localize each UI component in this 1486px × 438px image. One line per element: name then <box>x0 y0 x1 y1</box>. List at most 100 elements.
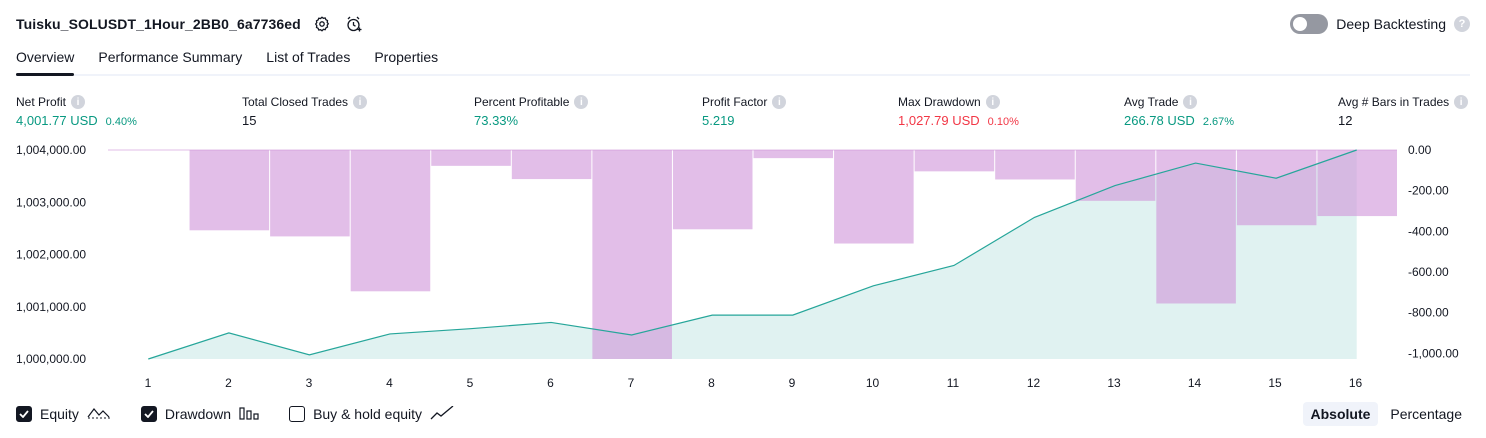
deep-backtesting-label: Deep Backtesting <box>1336 16 1446 32</box>
metric-label: Total Closed Trades <box>242 95 349 109</box>
drawdown-bar <box>511 150 592 180</box>
absolute-button[interactable]: Absolute <box>1302 402 1379 426</box>
metric-profit-factor: Profit Factor i 5.219 <box>702 94 787 129</box>
x-axis-tick: 16 <box>1349 376 1363 390</box>
metric-label: Profit Factor <box>702 95 768 109</box>
metric-percent: 0.40% <box>105 116 137 128</box>
drawdown-bar <box>350 150 431 292</box>
metric-percent: 2.67% <box>1202 116 1235 128</box>
bar-chart-icon <box>239 406 259 423</box>
metric-net-profit: Net Profit i 4,001.77 USD 0.40% <box>16 94 137 129</box>
x-axis-tick: 6 <box>547 376 554 390</box>
drawdown-bar <box>1156 150 1236 304</box>
left-axis-tick: 1,003,000.00 <box>16 195 86 209</box>
drawdown-bar <box>592 150 672 359</box>
legend-drawdown-label: Drawdown <box>164 406 232 422</box>
right-axis-tick: -800.00 <box>1408 306 1449 320</box>
metric-label: Avg # Bars in Trades <box>1338 95 1450 109</box>
tab-overview[interactable]: Overview <box>16 46 75 76</box>
drawdown-bar <box>1236 150 1317 226</box>
tab-list-of-trades[interactable]: List of Trades <box>266 49 351 65</box>
equity-line-icon <box>87 406 111 423</box>
legend-equity-label: Equity <box>40 406 79 422</box>
equity-drawdown-chart: 1,004,000.00 1,003,000.00 1,002,000.00 1,00… <box>16 143 1459 390</box>
buyhold-checkbox[interactable] <box>289 406 306 422</box>
drawdown-bar <box>995 150 1075 180</box>
info-icon[interactable]: i <box>772 95 787 109</box>
right-axis-tick: -400.00 <box>1408 224 1449 238</box>
alarm-plus-icon[interactable] <box>343 13 365 35</box>
metric-total-closed-trades: Total Closed Trades i 15 <box>242 94 368 129</box>
drawdown-bar <box>1317 150 1397 217</box>
x-axis-tick: 4 <box>386 376 393 390</box>
x-axis-tick: 8 <box>708 376 715 390</box>
metric-avg-bars: Avg # Bars in Trades i 12 <box>1338 94 1469 129</box>
drawdown-bar <box>189 150 270 231</box>
info-icon[interactable]: i <box>1454 95 1469 109</box>
info-icon[interactable]: i <box>574 95 589 109</box>
x-axis-tick: 11 <box>947 376 960 390</box>
x-axis-tick: 13 <box>1107 376 1121 390</box>
left-axis-tick: 1,004,000.00 <box>16 143 86 157</box>
x-axis-tick: 5 <box>467 376 474 390</box>
legend-drawdown[interactable]: Drawdown <box>140 406 259 423</box>
drawdown-bar <box>1075 150 1156 201</box>
equity-line <box>148 149 1357 360</box>
x-axis-tick: 14 <box>1188 376 1202 390</box>
metric-percent: 0.10% <box>987 116 1019 128</box>
chart-legend: Equity Drawdown Buy & hold equity <box>16 403 454 425</box>
metric-value: 73.33% <box>474 113 519 128</box>
right-axis-tick: -1,000.00 <box>1408 346 1459 360</box>
report-tabs: Overview Performance Summary List of Tra… <box>16 46 1470 76</box>
metric-value: 266.78 USD <box>1124 113 1195 128</box>
legend-buyhold-label: Buy & hold equity <box>313 406 423 422</box>
info-icon[interactable]: i <box>353 95 368 109</box>
deep-backtesting-control: Deep Backtesting ? <box>1290 12 1470 36</box>
tab-properties[interactable]: Properties <box>374 49 439 65</box>
drawdown-bar <box>914 150 995 172</box>
drawdown-bar <box>431 150 511 166</box>
equity-checkbox[interactable] <box>16 406 32 422</box>
left-axis-tick: 1,001,000.00 <box>16 300 86 314</box>
metric-percent-profitable: Percent Profitable i 73.33% <box>474 94 589 129</box>
metrics-row: Net Profit i 4,001.77 USD 0.40% Total Clos… <box>0 94 1486 130</box>
right-axis-tick: -200.00 <box>1408 184 1449 198</box>
info-icon[interactable]: i <box>1183 95 1198 109</box>
metric-max-drawdown: Max Drawdown i 1,027.79 USD 0.10% <box>898 94 1019 129</box>
x-axis-tick: 7 <box>628 376 635 390</box>
metric-value: 1,027.79 USD <box>898 113 980 128</box>
x-axis-tick: 1 <box>145 376 152 390</box>
drawdown-checkbox[interactable] <box>140 406 157 422</box>
equity-area <box>148 150 1357 359</box>
info-icon[interactable]: i <box>71 95 86 109</box>
metric-value: 4,001.77 USD <box>16 113 98 128</box>
info-icon[interactable]: i <box>985 95 1000 109</box>
gear-icon[interactable] <box>311 13 333 35</box>
drawdown-bar <box>834 150 914 244</box>
question-icon[interactable]: ? <box>1454 16 1470 32</box>
metric-value: 12 <box>1338 113 1353 128</box>
x-axis-tick: 2 <box>225 376 232 390</box>
left-axis-tick: 1,002,000.00 <box>16 248 86 262</box>
left-axis-tick: 1,000,000.00 <box>16 352 86 366</box>
legend-buyhold[interactable]: Buy & hold equity <box>289 405 454 423</box>
header-bar: Tuisku_SOLUSDT_1Hour_2BB0_6a7736ed <box>16 12 365 36</box>
metric-value: 5.219 <box>702 113 735 128</box>
x-axis-tick: 12 <box>1027 376 1041 390</box>
drawdown-bar <box>672 150 753 230</box>
strategy-title: Tuisku_SOLUSDT_1Hour_2BB0_6a7736ed <box>16 16 301 32</box>
x-axis-tick: 15 <box>1268 376 1282 390</box>
metric-label: Avg Trade <box>1124 95 1179 109</box>
x-axis-tick: 9 <box>789 376 796 390</box>
metric-value: 15 <box>242 113 257 128</box>
tab-performance-summary[interactable]: Performance Summary <box>98 49 243 65</box>
x-axis-tick: 10 <box>866 376 880 390</box>
metric-label: Max Drawdown <box>898 95 981 109</box>
legend-equity[interactable]: Equity <box>16 406 111 423</box>
value-mode-toggle: Absolute Percentage <box>1302 401 1471 427</box>
metric-avg-trade: Avg Trade i 266.78 USD 2.67% <box>1124 94 1234 129</box>
deep-backtesting-toggle[interactable] <box>1290 14 1329 34</box>
right-axis-tick: 0.00 <box>1408 143 1432 157</box>
metric-label: Percent Profitable <box>474 95 570 109</box>
percentage-button[interactable]: Percentage <box>1390 406 1462 422</box>
